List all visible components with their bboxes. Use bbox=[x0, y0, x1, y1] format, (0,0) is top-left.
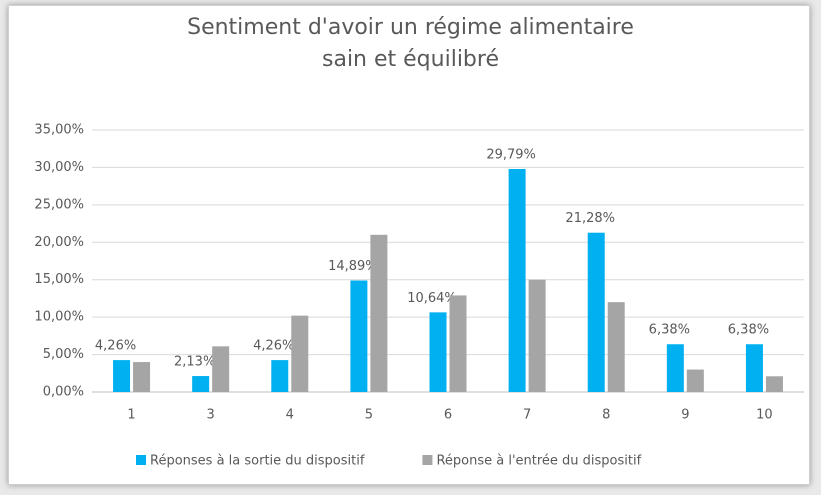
y-tick-label: 5,00% bbox=[43, 347, 84, 362]
y-tick-label: 25,00% bbox=[34, 197, 84, 212]
bar bbox=[133, 362, 151, 392]
title-box: Sentiment d'avoir un régime alimentaire … bbox=[0, 12, 821, 76]
legend-swatch bbox=[136, 455, 146, 465]
bar bbox=[508, 169, 526, 392]
data-label: 10,64% bbox=[407, 291, 457, 306]
bar bbox=[113, 360, 131, 392]
x-tick-label: 3 bbox=[207, 408, 215, 423]
y-tick-label: 0,00% bbox=[43, 385, 84, 400]
bar bbox=[350, 280, 368, 392]
x-tick-label: 4 bbox=[286, 408, 294, 423]
data-label: 21,28% bbox=[565, 211, 615, 226]
x-tick-label: 8 bbox=[602, 408, 610, 423]
data-label: 4,26% bbox=[253, 339, 294, 354]
bar bbox=[587, 232, 605, 392]
y-tick-label: 35,00% bbox=[34, 123, 84, 138]
y-tick-label: 20,00% bbox=[34, 235, 84, 250]
bar bbox=[686, 369, 704, 392]
y-tick-label: 10,00% bbox=[34, 310, 84, 325]
data-label: 2,13% bbox=[174, 355, 215, 370]
bar bbox=[212, 346, 230, 392]
bar bbox=[765, 376, 783, 392]
bar bbox=[370, 234, 388, 392]
legend-label: Réponses à la sortie du dispositif bbox=[150, 454, 365, 469]
bar bbox=[429, 312, 447, 392]
y-tick-label: 30,00% bbox=[34, 160, 84, 175]
bar bbox=[291, 315, 309, 392]
data-label: 14,89% bbox=[328, 259, 378, 274]
bar bbox=[666, 344, 684, 392]
data-label: 4,26% bbox=[95, 339, 136, 354]
x-tick-label: 1 bbox=[127, 408, 135, 423]
data-label: 6,38% bbox=[728, 323, 769, 338]
chart-frame bbox=[8, 5, 810, 485]
chart-title: Sentiment d'avoir un régime alimentaire … bbox=[187, 15, 634, 72]
legend-swatch bbox=[422, 455, 433, 465]
x-tick-label: 7 bbox=[523, 408, 531, 423]
data-label: 6,38% bbox=[649, 323, 690, 338]
bar bbox=[607, 302, 625, 392]
bar bbox=[449, 295, 467, 392]
x-tick-label: 5 bbox=[365, 408, 373, 423]
x-tick-label: 6 bbox=[444, 408, 452, 423]
bar bbox=[271, 360, 289, 392]
x-tick-label: 10 bbox=[756, 408, 773, 423]
bar bbox=[745, 344, 763, 392]
y-tick-label: 15,00% bbox=[34, 272, 84, 287]
x-tick-label: 9 bbox=[681, 408, 689, 423]
bar bbox=[192, 376, 210, 392]
bar bbox=[528, 279, 546, 392]
legend-label: Réponse à l'entrée du dispositif bbox=[436, 454, 641, 469]
data-label: 29,79% bbox=[486, 148, 536, 163]
